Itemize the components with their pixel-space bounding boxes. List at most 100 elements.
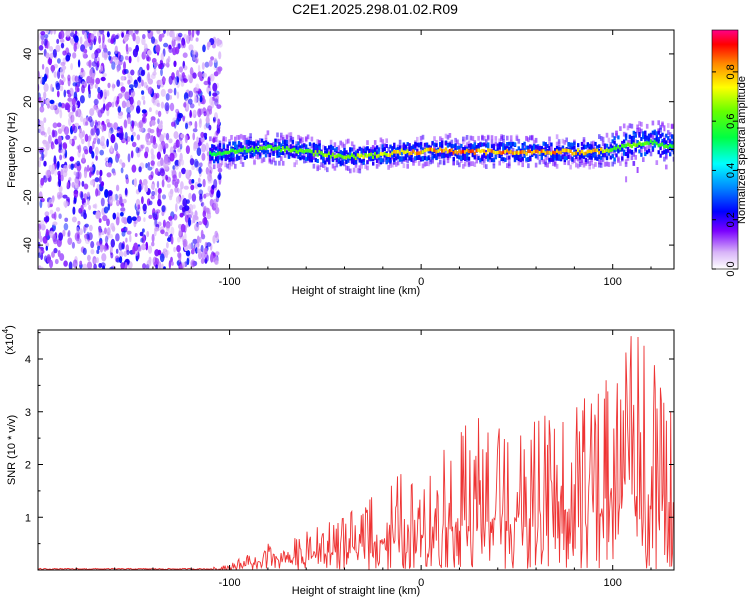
spectrogram-noise-cell [72,125,78,134]
spectrogram-noise-cell [96,138,101,145]
spectrogram-noise-cell [194,92,198,100]
spectrogram-ridge-cell [521,156,524,161]
spectrogram-ridge-cell [370,157,373,162]
spectrogram-noise-cell [157,198,162,207]
spectrogram-ridge-cell [259,152,262,157]
snr-y-label: SNR (10 * v/v) [6,415,18,485]
spectrogram-ridge-cell [394,153,398,158]
spectrogram-ridge-cell [523,154,526,158]
spectrogram-ridge-cell [418,151,421,155]
spectrogram-ridge-cell [533,147,536,152]
spectrogram-ridge-cell [517,155,520,160]
spectrogram-ridge-cell [372,161,375,166]
spectrogram-noise-cell [103,123,107,132]
spectrogram-ridge-cell [232,148,235,153]
spectrogram-ridge-cell [328,160,331,165]
spectrogram-ridge-cell [249,140,252,145]
spectrogram-noise-cell [97,94,100,99]
spectrogram-ridge-cell [513,157,517,162]
spectrogram-noise-cell [65,30,71,38]
spectrogram-noise-cell [152,142,158,149]
spectrogram-ridge-cell [318,150,321,154]
spectrogram-noise-cell [140,69,145,77]
spectrogram-noise-cell [83,193,88,201]
spectrogram-noise-cell [43,175,46,180]
spectrogram-noise-cell [178,138,183,148]
spectrogram-ridge-cell [519,152,522,157]
spectrogram-y-label: Frequency (Hz) [6,112,18,188]
spectrogram-ridge-cell [513,151,517,155]
spectrogram-ridge-cell [218,140,222,146]
spectrogram-ridge-cell [670,141,674,145]
spectrogram-ridge-cell [576,156,580,162]
spectrogram-noise-cell [58,179,62,187]
spectrogram-noise-cell [182,72,185,78]
spectrogram-noise-cell [106,138,109,148]
spectrogram-noise-cell [136,105,141,114]
spectrogram-ridge-cell [465,135,469,140]
spectrogram-ridge-cell [435,143,438,148]
spectrogram-noise-cell [208,59,213,67]
spectrogram-ridge-cell [396,147,400,151]
spectrogram-ridge-cell [663,144,666,149]
spectrogram-noise-cell [110,38,114,45]
spectrogram-ridge-cell [598,159,601,165]
spectrogram-ridge-cell [494,155,497,160]
spectrogram-ridge-cell [412,157,415,163]
spectrogram-noise-cell [51,251,55,258]
spectrogram-noise-cell [142,203,147,212]
spectrogram-ridge-cell [669,139,672,144]
spectrogram-ridge-cell [479,158,482,163]
spectrogram-ridge-cell [220,160,224,166]
spectrogram-noise-cell [88,204,92,211]
spectrogram-noise-cell [168,191,173,198]
spectrogram-ridge-cell [312,154,316,160]
spectrogram-noise-cell [40,100,44,108]
spectrogram-noise-cell [46,254,51,263]
spectrogram-ridge-cell [402,163,406,169]
spectrogram-ridge-cell [393,159,396,165]
spectrogram-ridge-cell [239,159,243,164]
spectrogram-noise-cell [128,55,132,64]
spectrogram-ridge-cell [350,141,354,147]
spectrogram-ridge-cell [283,153,287,158]
spectrogram-ridge-cell [287,152,291,157]
spectrogram-ridge-cell [308,152,312,157]
spectrogram-ridge-cell [218,155,222,160]
spectrogram-ridge-cell [393,157,396,162]
spectrogram-ridge-cell [477,156,480,161]
colorbar-tick-label: 0.0 [725,261,737,276]
spectrogram-noise-cell [161,194,167,200]
spectrogram-noise-cell [52,144,56,149]
spectrogram-noise-cell [153,65,157,73]
spectrogram-ridge-cell [506,149,509,153]
spectrogram-noise-cell [171,121,176,127]
spectrogram-ridge-cell [429,153,432,158]
spectrogram-noise-cell [195,90,200,95]
spectrogram-ridge-cell [404,156,407,161]
spectrogram-ridge-cell [515,156,519,160]
spectrogram-ridge-cell [667,130,670,135]
spectrogram-noise-cell [150,135,155,144]
spectrogram-ridge-cell [621,143,624,148]
spectrogram-ridge-cell [285,139,289,144]
spectrogram-ridge-cell [475,145,478,150]
spectrogram-ridge-cell [659,133,662,138]
spectrogram-ridge-cell [414,151,417,156]
spectrogram-ridge-cell [383,151,386,156]
spectrogram-noise-cell [183,185,189,190]
spectrogram-ridge-cell [626,142,630,147]
spectrogram-noise-cell [163,155,169,165]
spectrogram-ridge-cell [500,134,503,140]
spectrogram-ridge-cell [228,141,231,146]
spectrogram-ridge-cell [224,157,227,162]
spectrogram-noise-cell [165,132,170,141]
spectrogram-noise-cell [147,162,150,168]
spectrogram-ridge-cell [345,165,348,171]
spectrogram-noise-cell [98,175,102,184]
spectrogram-ridge-cell [241,148,245,152]
spectrogram-noise-cell [79,228,83,236]
spectrogram-noise-cell [137,75,142,83]
spectrogram-ridge-cell [508,161,511,167]
